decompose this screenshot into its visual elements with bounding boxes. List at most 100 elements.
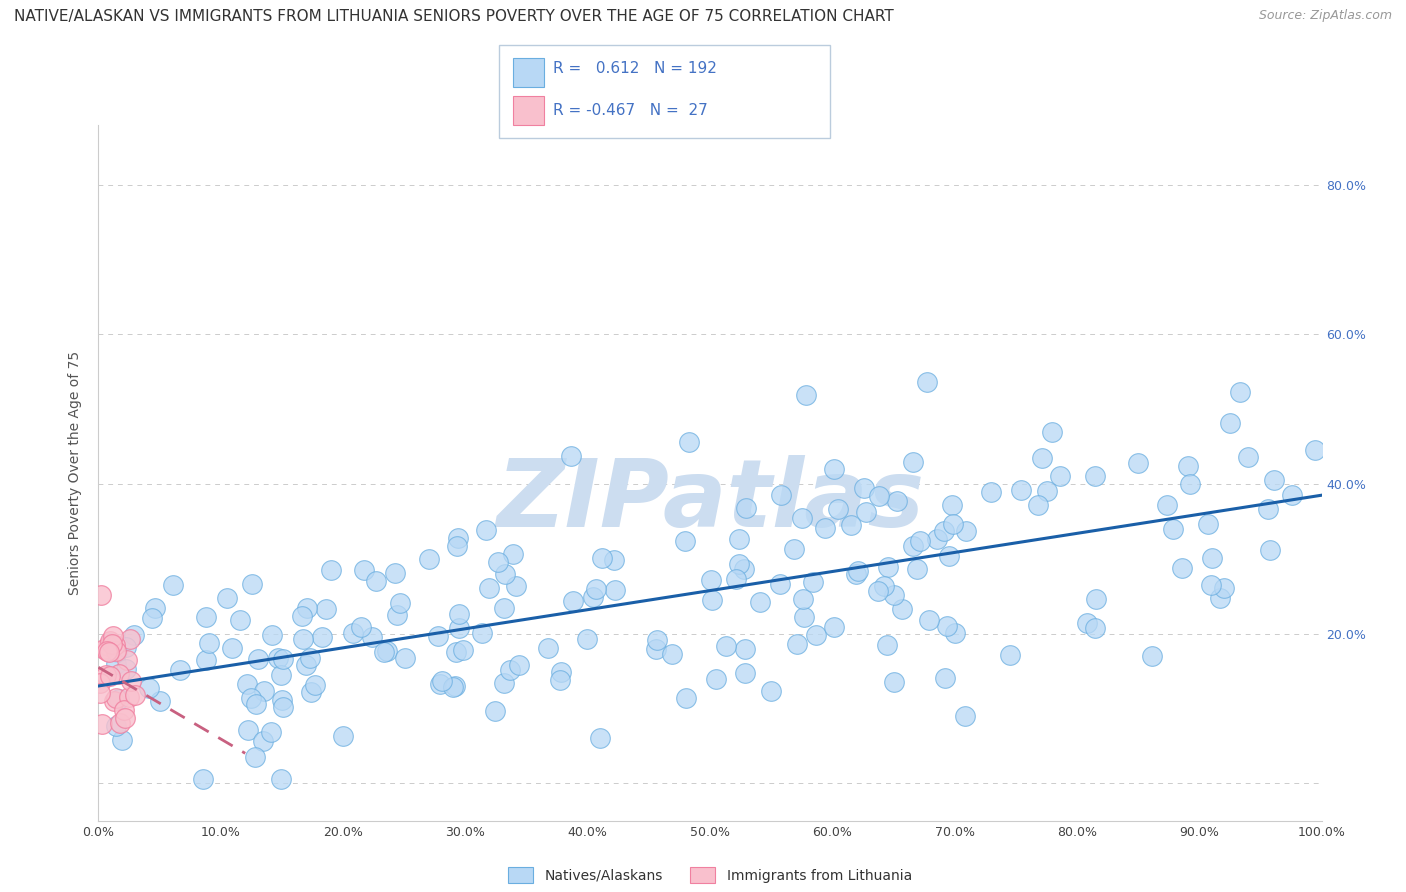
Point	[319, 563, 342, 577]
Point	[191, 772, 214, 787]
Point	[1201, 551, 1223, 566]
Point	[384, 566, 406, 580]
Point	[449, 607, 471, 621]
Point	[198, 636, 221, 650]
Point	[645, 641, 668, 656]
Point	[839, 517, 862, 532]
Point	[103, 694, 125, 708]
Point	[1031, 450, 1053, 465]
Point	[446, 531, 468, 545]
Point	[107, 667, 129, 681]
Point	[714, 640, 737, 654]
Point	[934, 524, 956, 539]
Text: Source: ZipAtlas.com: Source: ZipAtlas.com	[1258, 9, 1392, 22]
Point	[484, 704, 506, 718]
Point	[908, 534, 931, 549]
Point	[1257, 502, 1279, 516]
Point	[502, 547, 524, 561]
Point	[315, 602, 337, 616]
Point	[735, 501, 758, 516]
Point	[120, 673, 142, 688]
Point	[298, 651, 321, 665]
Point	[441, 680, 464, 694]
Point	[727, 532, 749, 546]
Point	[603, 582, 626, 597]
Point	[122, 627, 145, 641]
Point	[770, 488, 793, 502]
Point	[883, 675, 905, 690]
Point	[299, 685, 322, 699]
Point	[793, 609, 815, 624]
Point	[304, 678, 326, 692]
Point	[1305, 443, 1327, 458]
Point	[311, 630, 333, 644]
Point	[1076, 615, 1098, 630]
Point	[294, 657, 316, 672]
Point	[143, 601, 166, 615]
Point	[918, 613, 941, 627]
Point	[245, 697, 267, 711]
Point	[915, 376, 938, 390]
Point	[537, 641, 560, 656]
Point	[1084, 469, 1107, 483]
Point	[783, 542, 806, 557]
Point	[813, 521, 835, 535]
Point	[229, 613, 252, 627]
Point	[117, 653, 139, 667]
Point	[486, 555, 509, 569]
Point	[508, 658, 530, 673]
Point	[253, 683, 276, 698]
Point	[852, 481, 875, 495]
Point	[794, 387, 817, 401]
Point	[98, 669, 121, 683]
Point	[112, 703, 135, 717]
Point	[443, 679, 465, 693]
Point	[291, 608, 314, 623]
Point	[645, 632, 668, 647]
Point	[823, 619, 845, 633]
Point	[270, 772, 292, 787]
Point	[827, 502, 849, 516]
Point	[806, 627, 828, 641]
Point	[110, 716, 132, 731]
Point	[215, 591, 238, 605]
Legend: Natives/Alaskans, Immigrants from Lithuania: Natives/Alaskans, Immigrants from Lithua…	[502, 860, 918, 890]
Point	[905, 562, 928, 576]
Point	[115, 662, 138, 676]
Point	[868, 489, 890, 503]
Point	[169, 663, 191, 677]
Point	[575, 632, 598, 646]
Point	[267, 651, 290, 665]
Point	[104, 638, 127, 652]
Point	[1156, 498, 1178, 512]
Point	[90, 588, 112, 602]
Point	[260, 725, 283, 739]
Point	[1219, 417, 1241, 431]
Point	[941, 498, 963, 512]
Point	[1197, 517, 1219, 532]
Point	[361, 630, 384, 644]
Point	[786, 637, 808, 651]
Point	[91, 717, 114, 731]
Point	[873, 579, 896, 593]
Point	[394, 651, 416, 665]
Point	[447, 621, 470, 635]
Point	[903, 455, 925, 469]
Point	[89, 676, 111, 690]
Point	[550, 665, 572, 679]
Point	[353, 564, 375, 578]
Point	[475, 523, 498, 537]
Point	[247, 652, 270, 666]
Point	[366, 574, 388, 589]
Point	[93, 670, 115, 684]
Point	[790, 511, 813, 525]
Point	[494, 676, 516, 690]
Point	[101, 637, 124, 651]
Point	[98, 636, 121, 650]
Point	[955, 524, 977, 538]
Point	[141, 611, 163, 625]
Point	[93, 642, 115, 657]
Point	[1229, 385, 1251, 400]
Point	[236, 723, 259, 738]
Point	[471, 626, 494, 640]
